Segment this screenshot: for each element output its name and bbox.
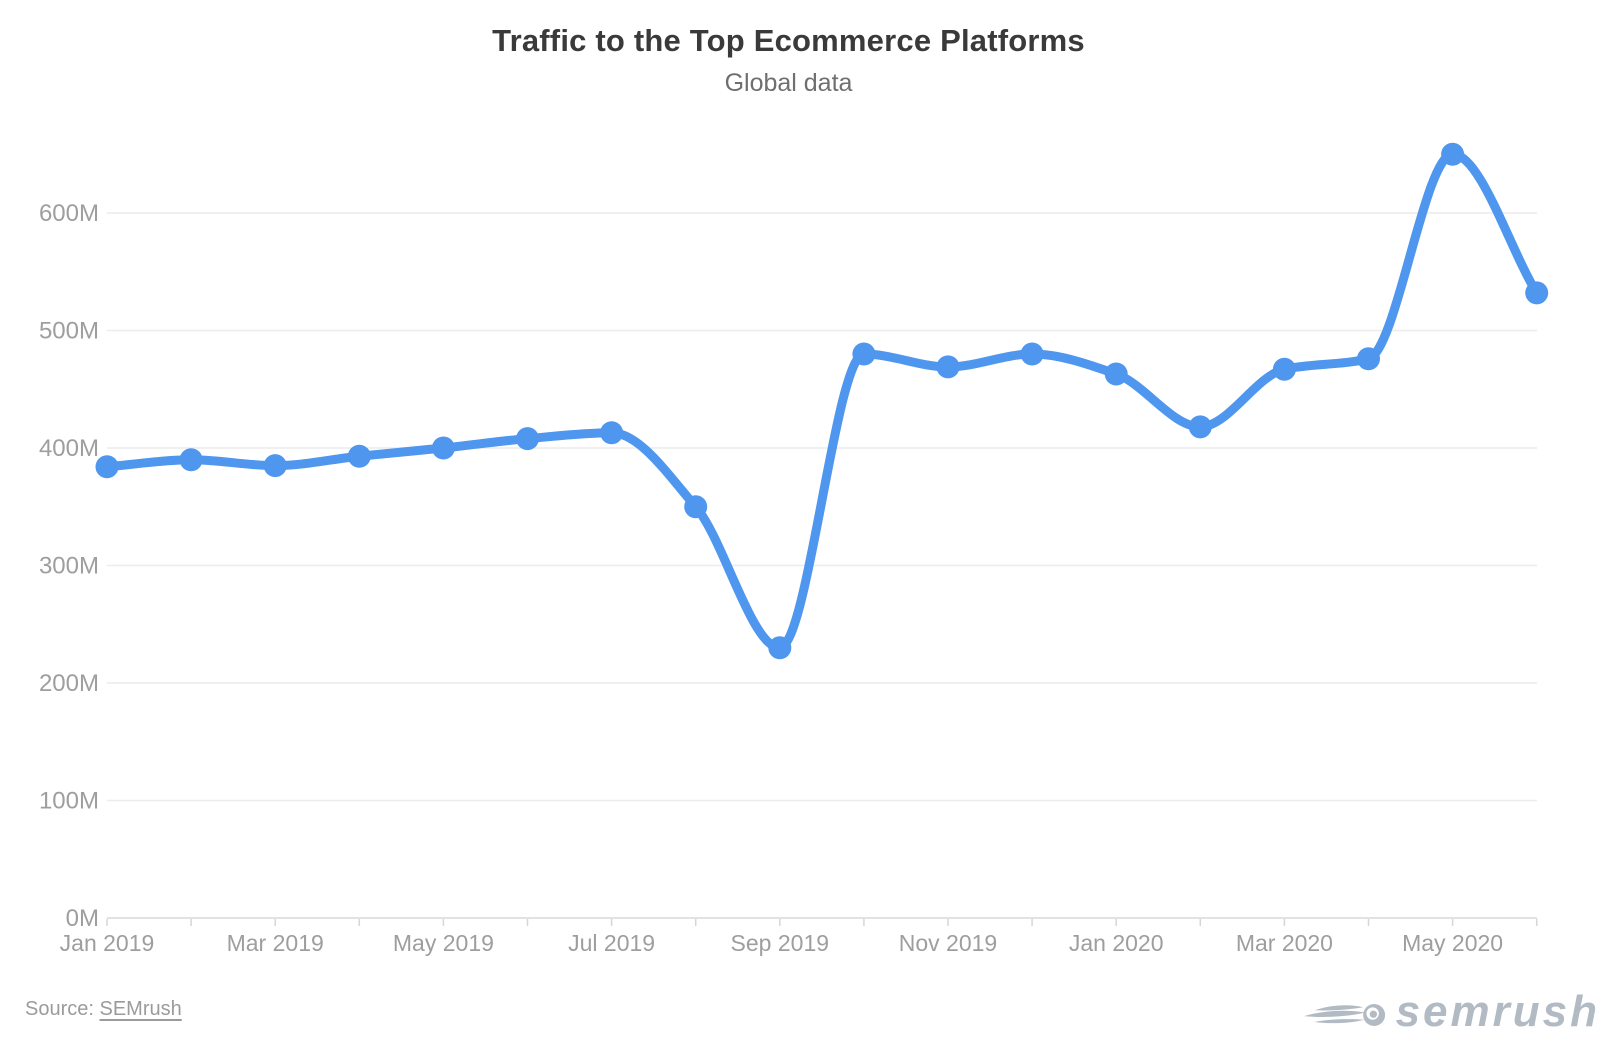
x-axis-label: May 2020 [1402, 930, 1503, 956]
y-axis-label: 100M [39, 788, 99, 815]
source-label: Source: [25, 998, 94, 1020]
data-point[interactable] [852, 342, 876, 366]
y-axis-label: 300M [39, 553, 99, 580]
data-point[interactable] [516, 427, 539, 451]
semrush-logo: semrush [1303, 987, 1600, 1040]
y-axis-label: 500M [39, 318, 99, 345]
x-axis-label: Jan 2020 [1069, 930, 1164, 956]
y-axis-label: 400M [39, 435, 99, 462]
series-line [102, 149, 1542, 653]
source-link[interactable]: SEMrush [99, 998, 182, 1020]
data-point[interactable] [1525, 281, 1549, 305]
data-point[interactable] [95, 455, 119, 479]
data-point[interactable] [600, 421, 624, 445]
x-axis-label: Mar 2020 [1236, 930, 1333, 956]
x-axis-label: Mar 2019 [227, 930, 324, 956]
data-point[interactable] [263, 454, 287, 478]
x-axis-label: Jan 2019 [60, 930, 155, 956]
x-axis-label: Sep 2019 [731, 930, 829, 956]
data-point[interactable] [768, 636, 792, 660]
y-axis-label: 0M [66, 905, 99, 932]
chart-header: Traffic to the Top Ecommerce Platforms G… [0, 22, 1577, 98]
chart-title: Traffic to the Top Ecommerce Platforms [492, 23, 1085, 58]
data-point[interactable] [179, 448, 203, 472]
x-axis-label: Nov 2019 [899, 930, 997, 956]
data-point[interactable] [431, 436, 455, 460]
data-point[interactable] [936, 355, 960, 379]
data-point[interactable] [1441, 142, 1465, 166]
data-point[interactable] [1020, 342, 1044, 366]
data-point[interactable] [1104, 362, 1128, 386]
semrush-wordmark: semrush [1395, 987, 1600, 1036]
data-point[interactable] [1188, 415, 1212, 439]
data-point[interactable] [1272, 357, 1296, 381]
data-point[interactable] [1357, 347, 1380, 371]
data-point[interactable] [347, 444, 371, 468]
chart-subtitle: Global data [724, 69, 853, 97]
chart-footer: Source: SEMrush semrush [0, 980, 1618, 1050]
y-axis-label: 200M [39, 670, 99, 697]
x-axis-label: May 2019 [393, 930, 494, 956]
source-line: Source: SEMrush [25, 998, 182, 1021]
y-axis-label: 600M [39, 200, 99, 227]
semrush-flame-icon [1303, 1004, 1385, 1026]
x-axis-label: Jul 2019 [568, 930, 655, 956]
data-point[interactable] [684, 495, 708, 519]
